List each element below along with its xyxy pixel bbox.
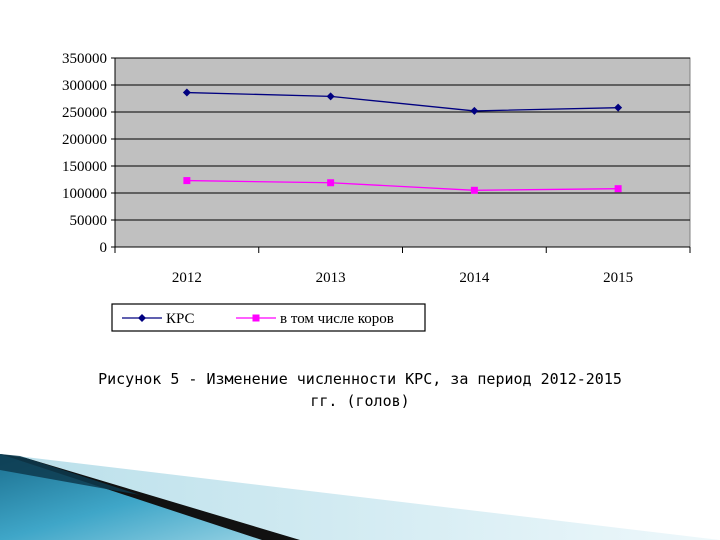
- legend-entry: в том числе коров: [236, 311, 394, 327]
- data-point: [183, 177, 191, 185]
- x-tick-label: 2012: [172, 270, 202, 286]
- data-point: [614, 103, 623, 112]
- legend-entry: КРС: [122, 311, 195, 327]
- y-tick-label: 300000: [62, 78, 107, 94]
- data-point: [252, 314, 260, 322]
- y-tick-label: 250000: [62, 105, 107, 121]
- caption-line-1: Рисунок 5 - Изменение численности КРС, з…: [98, 370, 622, 388]
- gridlines: [114, 57, 690, 247]
- y-tick-label: 150000: [62, 159, 107, 175]
- x-axis-ticks: 2012 2013 2014 2015: [114, 246, 691, 286]
- data-point: [138, 314, 146, 322]
- plot-area: [114, 57, 691, 248]
- data-point: [327, 179, 335, 187]
- series-line: [186, 179, 619, 191]
- y-tick-label: 100000: [62, 186, 107, 202]
- x-tick-label: 2013: [316, 270, 346, 286]
- data-point: [326, 92, 335, 101]
- series-line: [186, 91, 619, 112]
- x-tick-label: 2015: [603, 270, 633, 286]
- x-tick-label: 2014: [459, 270, 490, 286]
- series-2: [183, 177, 622, 194]
- y-tick-label: 50000: [70, 213, 108, 229]
- legend-label: КРС: [166, 311, 195, 327]
- y-tick-label: 200000: [62, 132, 107, 148]
- legend: КРС в том числе коров: [111, 303, 426, 332]
- caption-line-2: гг. (голов): [310, 392, 410, 410]
- figure-caption: Рисунок 5 - Изменение численности КРС, з…: [60, 368, 660, 412]
- data-point: [182, 88, 191, 97]
- y-axis-ticks: 0 50000 100000 150000 200000 250000 300000 3500…: [62, 51, 115, 256]
- series-group: [182, 88, 623, 194]
- data-point: [470, 186, 478, 194]
- data-point: [470, 106, 479, 115]
- data-point: [614, 185, 622, 193]
- series-1: [182, 88, 623, 115]
- line-chart: 0 50000 100000 150000 200000 250000 300000 3500…: [62, 51, 691, 332]
- decorative-swoosh: [0, 454, 720, 540]
- legend-label: в том числе коров: [280, 311, 394, 327]
- y-tick-label: 350000: [62, 51, 107, 67]
- y-tick-label: 0: [100, 240, 108, 256]
